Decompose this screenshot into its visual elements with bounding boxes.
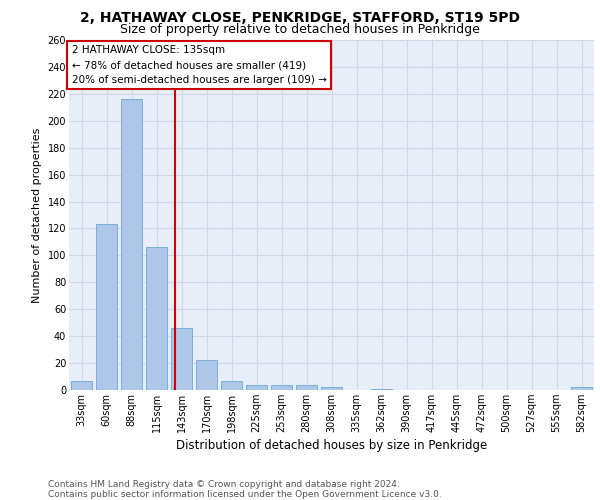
Y-axis label: Number of detached properties: Number of detached properties [32,128,42,302]
Bar [96,224,117,390]
Text: Contains HM Land Registry data © Crown copyright and database right 2024.
Contai: Contains HM Land Registry data © Crown c… [48,480,442,499]
Bar [296,384,317,390]
Text: 2 HATHAWAY CLOSE: 135sqm
← 78% of detached houses are smaller (419)
20% of semi-: 2 HATHAWAY CLOSE: 135sqm ← 78% of detach… [71,46,326,85]
Bar [321,388,342,390]
Text: 2, HATHAWAY CLOSE, PENKRIDGE, STAFFORD, ST19 5PD: 2, HATHAWAY CLOSE, PENKRIDGE, STAFFORD, … [80,11,520,25]
Text: Size of property relative to detached houses in Penkridge: Size of property relative to detached ho… [120,22,480,36]
X-axis label: Distribution of detached houses by size in Penkridge: Distribution of detached houses by size … [176,439,487,452]
Bar [246,384,267,390]
Bar [271,384,292,390]
Bar [196,360,217,390]
Bar [146,248,167,390]
Bar [171,328,192,390]
Bar [371,388,392,390]
Bar [71,380,92,390]
Bar [121,99,142,390]
Bar [221,380,242,390]
Bar [571,388,592,390]
